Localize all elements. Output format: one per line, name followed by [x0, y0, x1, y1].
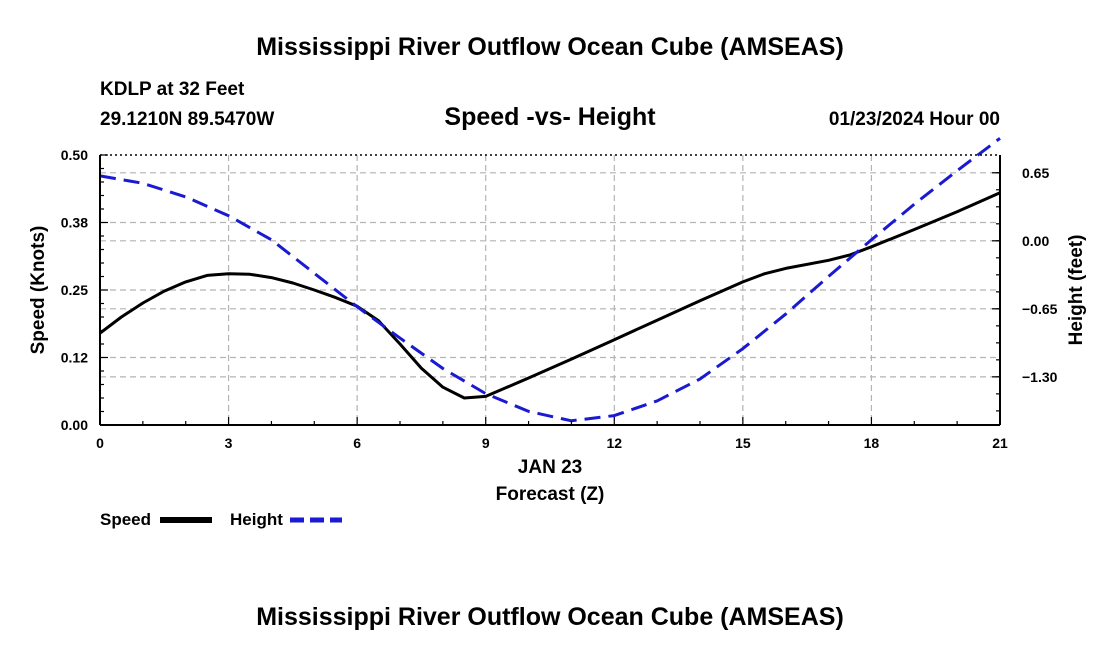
x-tick-label: 0: [96, 435, 104, 451]
x-tick-label: 6: [353, 435, 361, 451]
coordinates-label: 29.1210N 89.5470W: [100, 109, 274, 130]
plot-series: [99, 137, 1001, 423]
x-tick-label: 18: [864, 435, 880, 451]
y-tick-label: 0.25: [61, 282, 88, 298]
legend-label-height: Height: [230, 510, 283, 529]
x-tick-label: 9: [482, 435, 490, 451]
chart-main-title: Mississippi River Outflow Ocean Cube (AM…: [256, 33, 844, 61]
footer-title: Mississippi River Outflow Ocean Cube (AM…: [256, 603, 844, 631]
y-tick-label: 0.50: [61, 147, 88, 163]
x-tick-label: 21: [992, 435, 1008, 451]
y2-tick-label: −1.30: [1022, 369, 1058, 385]
x-axis-title: Forecast (Z): [496, 484, 605, 505]
x-tick-label: 15: [735, 435, 751, 451]
chart-subtitle: Speed -vs- Height: [444, 103, 656, 131]
forecast-datetime: 01/23/2024 Hour 00: [829, 109, 1000, 130]
x-tick-label: 12: [606, 435, 622, 451]
station-label: KDLP at 32 Feet: [100, 79, 245, 100]
y2-tick-label: 0.65: [1022, 165, 1049, 181]
legend: Speed Height: [100, 510, 342, 529]
grid: [100, 155, 1000, 425]
y2-tick-label: −0.65: [1022, 301, 1058, 317]
legend-label-speed: Speed: [100, 510, 151, 529]
y2-axis-title: Height (feet): [1066, 235, 1087, 346]
y2-tick-label: 0.00: [1022, 233, 1049, 249]
y-tick-label: 0.00: [61, 417, 88, 433]
x-axis-date-label: JAN 23: [518, 457, 582, 478]
y-axis-title: Speed (Knots): [28, 226, 49, 355]
y-tick-label: 0.38: [61, 215, 88, 231]
x-tick-label: 3: [225, 435, 233, 451]
series-line-speed: [99, 191, 1001, 400]
axes: 0 3 6 9 12 15 18 21 0.00 0.12 0.25 0.38 0.50 −1.30 −0.…: [61, 147, 1058, 451]
y-tick-label: 0.12: [61, 350, 88, 366]
series-line-height: [99, 137, 1001, 423]
